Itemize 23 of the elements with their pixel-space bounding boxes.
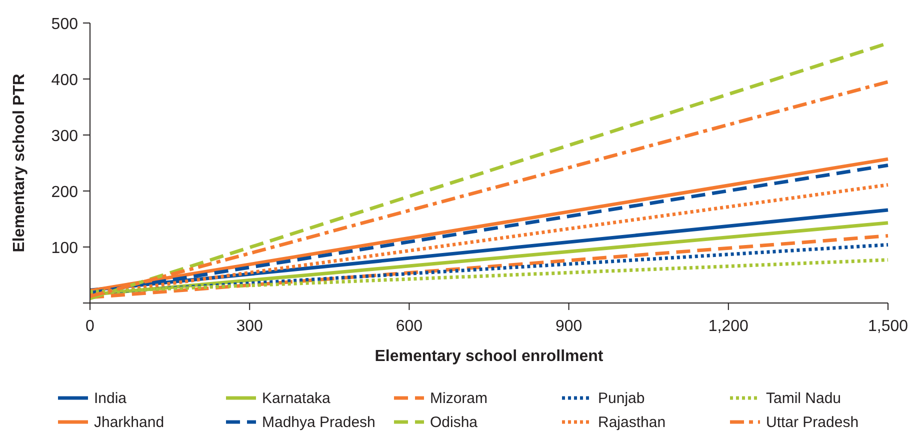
- y-axis-title: Elementary school PTR: [11, 73, 28, 252]
- x-tick-label: 0: [86, 318, 95, 335]
- y-tick-label: 200: [51, 184, 78, 201]
- y-tick-label: 100: [51, 240, 78, 257]
- legend-label: India: [94, 390, 128, 407]
- legend-label: Madhya Pradesh: [262, 414, 376, 431]
- x-tick-label: 1,200: [708, 318, 749, 335]
- legend-label: Uttar Pradesh: [766, 414, 859, 431]
- legend-label: Mizoram: [430, 390, 488, 407]
- y-tick-label: 500: [51, 16, 78, 33]
- x-axis-title: Elementary school enrollment: [374, 348, 604, 365]
- legend-label: Tamil Nadu: [766, 390, 842, 407]
- legend-label: Karnataka: [262, 390, 332, 407]
- x-tick-label: 300: [236, 318, 264, 335]
- x-tick-label: 1,500: [868, 318, 908, 335]
- x-tick-label: 900: [555, 318, 582, 335]
- y-tick-label: 300: [51, 128, 78, 145]
- legend-label: Rajasthan: [598, 414, 666, 431]
- legend-label: Punjab: [598, 390, 645, 407]
- x-tick-label: 600: [396, 318, 423, 335]
- y-tick-label: 400: [51, 72, 78, 89]
- legend-label: Odisha: [430, 414, 478, 431]
- legend-label: Jharkhand: [94, 414, 164, 431]
